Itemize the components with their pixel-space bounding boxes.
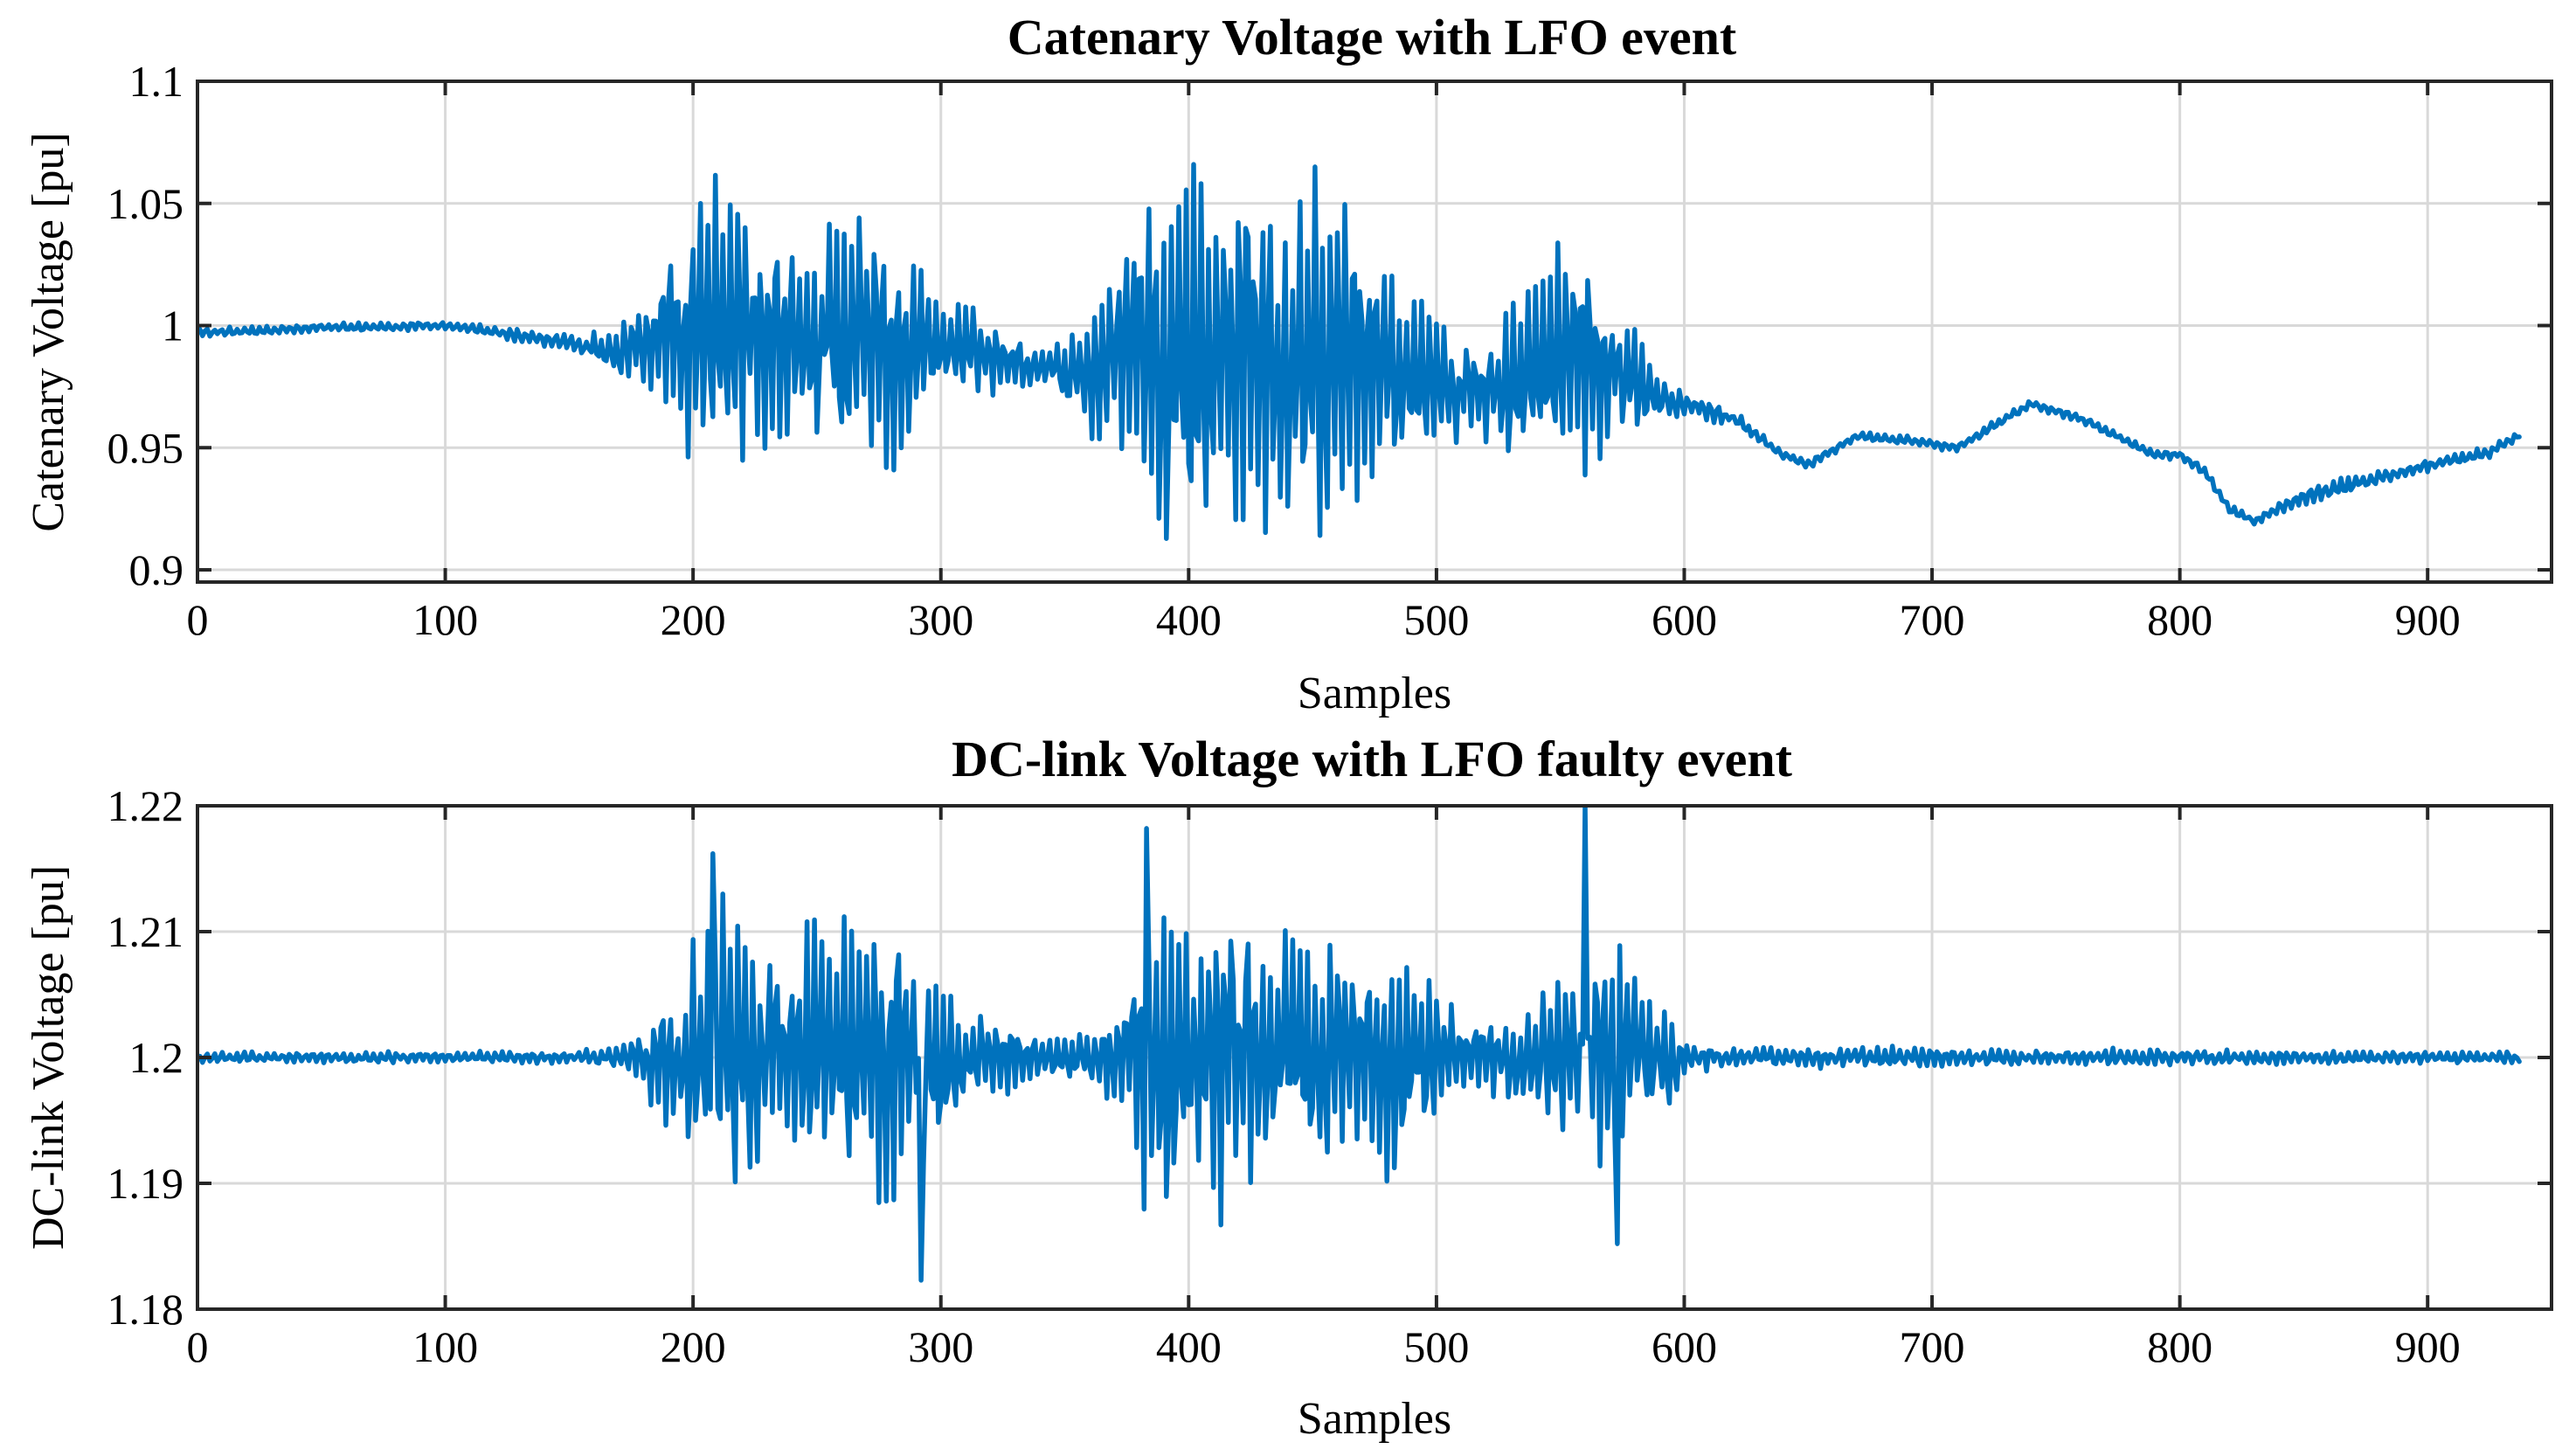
- x-tick-label: 300: [908, 595, 973, 644]
- x-tick-label: 800: [2147, 595, 2212, 644]
- x-tick-label: 200: [661, 595, 726, 644]
- x-tick-label: 900: [2395, 595, 2461, 644]
- x-tick-label: 600: [1652, 1322, 1717, 1371]
- x-tick-label: 500: [1403, 595, 1469, 644]
- x-axis-label: Samples: [1298, 1394, 1451, 1444]
- y-tick-label: 1.1: [129, 57, 184, 106]
- x-tick-label: 600: [1652, 595, 1717, 644]
- x-tick-label: 700: [1900, 595, 1965, 644]
- series-line: [197, 162, 2522, 541]
- y-tick-label: 1.21: [107, 907, 184, 956]
- chart-title: Catenary Voltage with LFO event: [1008, 9, 1737, 66]
- x-axis-label: Samples: [1298, 669, 1451, 718]
- series-line: [197, 806, 2522, 1283]
- x-tick-label: 400: [1156, 595, 1222, 644]
- chart-title: DC-link Voltage with LFO faulty event: [952, 731, 1793, 787]
- plot-area: [197, 806, 2522, 1283]
- plot-area: [197, 162, 2522, 541]
- catenary-voltage-panel: Catenary Voltage with LFO event 0 100 200 3…: [24, 9, 2553, 718]
- x-tick-label: 200: [661, 1322, 726, 1371]
- x-tick-label: 100: [412, 1322, 478, 1371]
- x-tick-label: 400: [1156, 1322, 1222, 1371]
- ticks: 0 100 200 300 400 500 600 700 800 900 0.9 0.95 1 1.05…: [107, 57, 2552, 644]
- x-tick-label: 100: [412, 595, 478, 644]
- y-tick-label: 1.22: [107, 781, 184, 830]
- y-tick-label: 1.19: [107, 1159, 184, 1208]
- y-tick-label: 1.05: [107, 179, 184, 228]
- axes-frame: [196, 80, 2553, 584]
- x-tick-label: 900: [2395, 1322, 2461, 1371]
- y-tick-label: 0.9: [129, 545, 184, 594]
- ticks: 0 100 200 300 400 500 600 700 800 9001.181.191.21…: [107, 781, 2552, 1371]
- x-tick-label: 700: [1900, 1322, 1965, 1371]
- y-tick-label: 0.95: [107, 423, 184, 472]
- y-axis-label: DC-link Voltage [pu]: [24, 865, 73, 1250]
- x-tick-label: 500: [1403, 1322, 1469, 1371]
- y-tick-label: 1.2: [129, 1033, 184, 1082]
- y-tick-label: 1: [162, 302, 184, 350]
- x-tick-label: 300: [908, 1322, 973, 1371]
- x-tick-label: 0: [187, 595, 209, 644]
- y-tick-label: 1.18: [107, 1285, 184, 1334]
- y-axis-label: Catenary Voltage [pu]: [24, 132, 73, 531]
- x-tick-label: 800: [2147, 1322, 2212, 1371]
- x-tick-label: 0: [187, 1322, 209, 1371]
